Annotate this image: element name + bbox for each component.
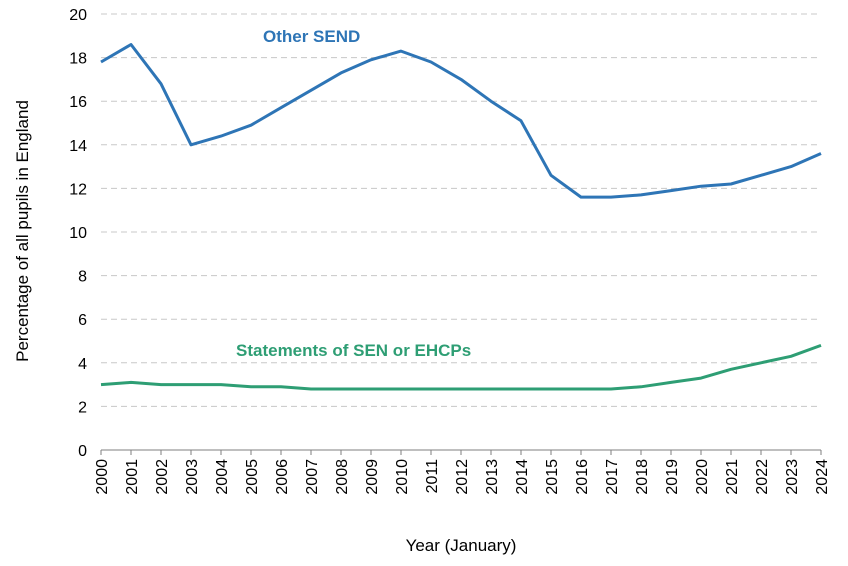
x-tick-label-2010: 2010 [394,459,411,495]
gridlines [101,13,821,407]
x-tick-label-2002: 2002 [154,459,171,495]
x-tick-label-2013: 2013 [484,459,501,495]
y-tick-label-14: 14 [69,138,87,155]
y-tick-label-10: 10 [69,225,87,242]
x-tick-label-2000: 2000 [94,459,111,495]
series-group [100,43,822,391]
y-tick-label-2: 2 [78,399,87,416]
x-tick-label-2022: 2022 [754,459,771,495]
y-tick-label-20: 20 [69,7,87,24]
y-axis-title: Percentage of all pupils in England [13,100,32,362]
y-tick-label-16: 16 [69,94,87,111]
x-tick-label-2023: 2023 [784,459,801,495]
x-tick-label-2014: 2014 [514,459,531,495]
x-tick-label-2004: 2004 [214,459,231,495]
x-tick-label-2006: 2006 [274,459,291,495]
x-tick-label-2009: 2009 [364,459,381,495]
series-label-other-send: Other SEND [263,27,360,46]
x-tick-label-2021: 2021 [724,459,741,495]
x-tick-label-2024: 2024 [814,459,831,495]
x-tick-label-2008: 2008 [334,459,351,495]
x-tick-label-2019: 2019 [664,459,681,495]
x-axis-title: Year (January) [406,536,517,555]
series-line-1 [100,343,822,391]
y-tick-label-8: 8 [78,269,87,286]
x-axis-ticks: 2000 2001 2002 2003 2004 2005 2006 2007 2008 2009… [94,450,831,495]
x-tick-label-2003: 2003 [184,459,201,495]
x-tick-label-2015: 2015 [544,459,561,495]
series-label-statements-ehcps: Statements of SEN or EHCPs [236,341,471,360]
y-tick-label-18: 18 [69,51,87,68]
y-axis-ticks: 0 2 4 6 8 10 12 14 16 18 20 [69,7,87,460]
x-tick-label-2012: 2012 [454,459,471,495]
x-tick-label-2011: 2011 [424,459,441,494]
x-tick-label-2007: 2007 [304,459,321,495]
x-tick-label-2005: 2005 [244,459,261,495]
x-tick-label-2017: 2017 [604,459,621,495]
x-tick-label-2020: 2020 [694,459,711,495]
y-tick-label-12: 12 [69,181,87,198]
y-tick-label-4: 4 [78,356,87,373]
y-tick-label-6: 6 [78,312,87,329]
series-line-0 [100,43,822,199]
x-tick-label-2016: 2016 [574,459,591,495]
x-tick-label-2018: 2018 [634,459,651,495]
x-tick-label-2001: 2001 [124,459,141,495]
y-tick-label-0: 0 [78,443,87,460]
